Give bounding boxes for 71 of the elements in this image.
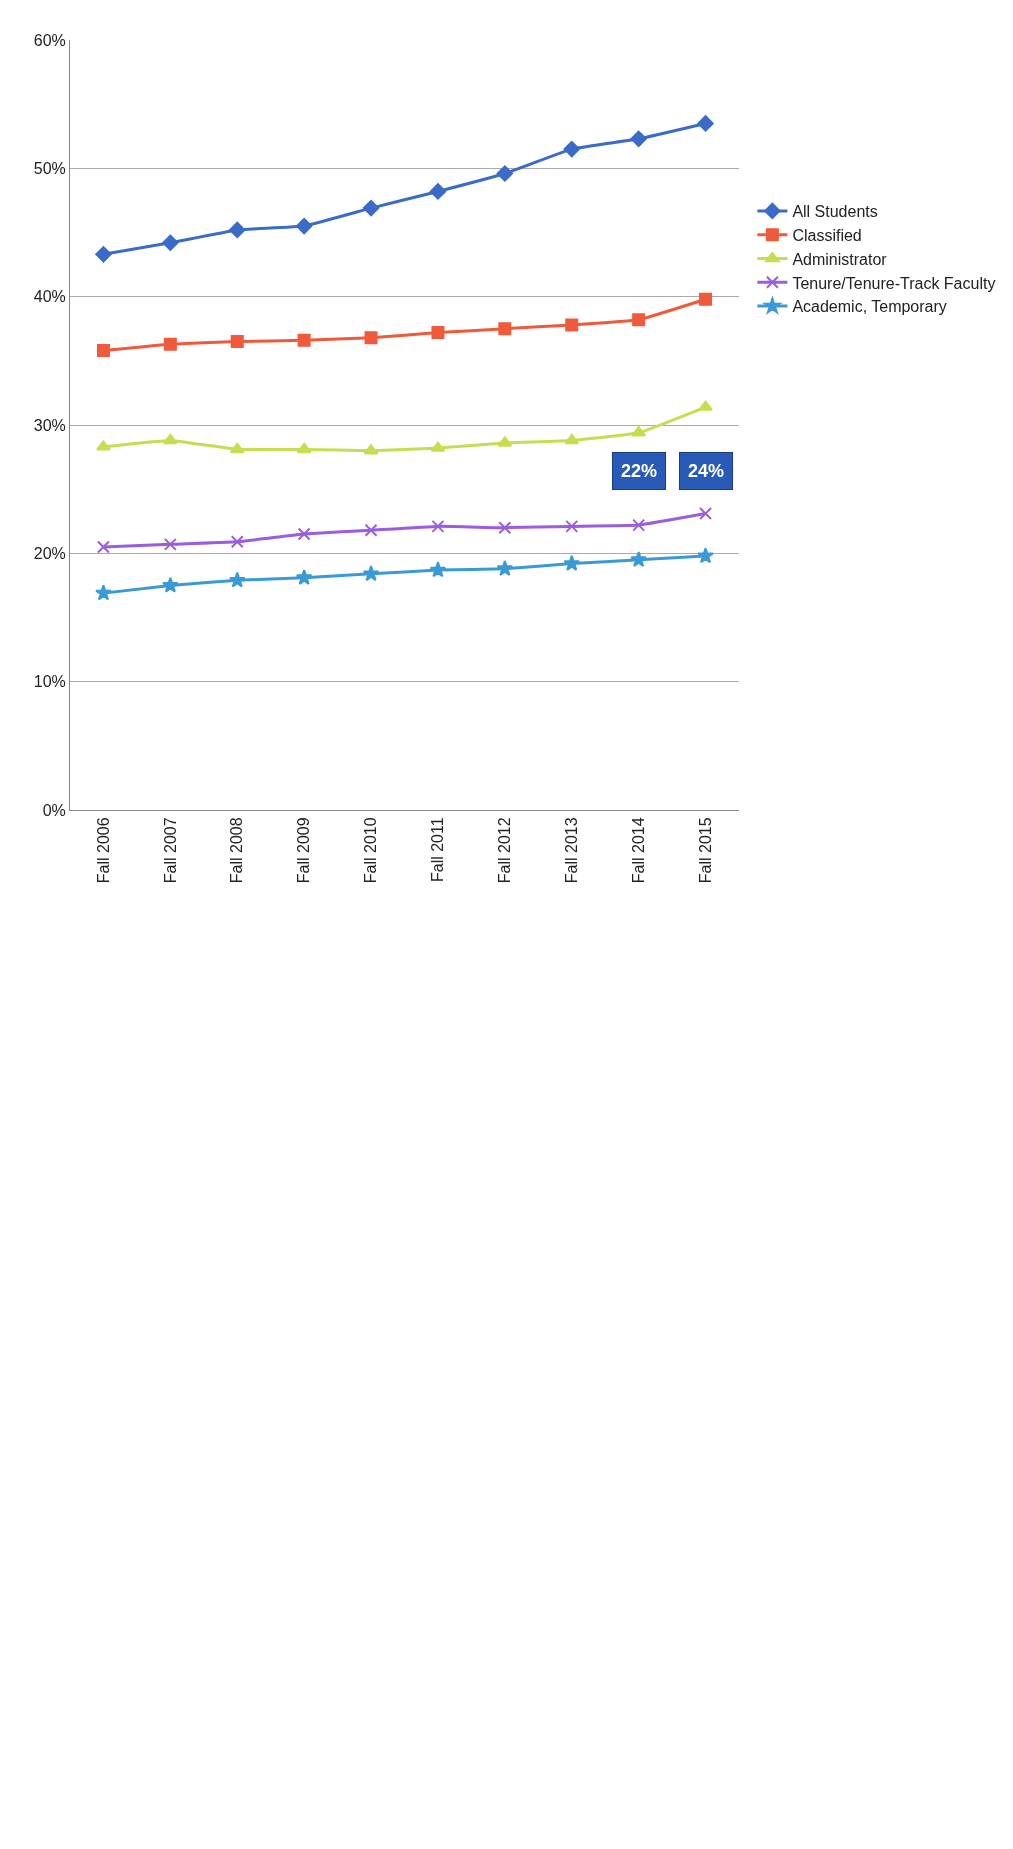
point [95, 584, 112, 601]
point [163, 337, 177, 351]
point [295, 569, 313, 585]
y-tick-label: 60% [33, 31, 66, 49]
x-tick-label: Fall 2006 [94, 817, 112, 884]
point [364, 523, 378, 537]
point [697, 115, 714, 132]
point [563, 140, 580, 158]
y-tick-label: 0% [42, 801, 66, 819]
x-tick-label: Fall 2015 [696, 817, 714, 884]
point [229, 221, 246, 239]
point [96, 540, 110, 554]
point [95, 246, 112, 263]
point [364, 331, 378, 345]
point [431, 519, 445, 533]
point [296, 217, 313, 235]
point [699, 507, 713, 521]
x-tick-label: Fall 2008 [228, 817, 246, 884]
point [429, 183, 447, 200]
point [631, 426, 646, 437]
point [362, 565, 380, 582]
y-tick-label: 20% [33, 544, 66, 562]
point [96, 344, 110, 358]
point [565, 318, 579, 332]
legend-label: Administrator [792, 250, 888, 268]
point [429, 561, 447, 578]
point [498, 322, 512, 336]
point [297, 527, 311, 541]
point [96, 440, 111, 451]
y-tick-label: 30% [33, 416, 66, 434]
point [163, 433, 178, 445]
point [632, 313, 646, 327]
x-tick-label: Fall 2012 [496, 817, 514, 884]
legend-label: All Students [792, 203, 878, 221]
point [431, 326, 445, 340]
legend-label: Academic, Temporary [792, 298, 947, 316]
annotation: 24% [688, 461, 725, 481]
point [564, 433, 580, 445]
point [563, 554, 581, 571]
point [162, 234, 179, 251]
point [230, 335, 244, 349]
point [229, 442, 245, 454]
point [498, 521, 512, 535]
y-tick-label: 50% [33, 159, 66, 177]
x-tick-label: Fall 2007 [161, 817, 179, 884]
point [162, 576, 179, 593]
x-tick-label: Fall 2013 [562, 817, 580, 884]
legend-label: Tenure/Tenure-Track Faculty [792, 274, 996, 292]
point [496, 560, 514, 576]
x-tick-label: Fall 2009 [295, 817, 313, 884]
point [163, 537, 177, 551]
x-tick-label: Fall 2014 [629, 817, 647, 884]
y-tick-label: 40% [33, 288, 66, 306]
point [362, 199, 380, 217]
point [632, 518, 646, 532]
point [496, 165, 513, 182]
point [296, 442, 312, 454]
point [565, 519, 579, 533]
legend-label: Classified [792, 226, 862, 244]
point [230, 535, 244, 549]
point [699, 292, 713, 306]
x-tick-label: Fall 2010 [362, 817, 380, 884]
point [630, 551, 647, 567]
point [697, 547, 714, 564]
x-tick-label: Fall 2011 [429, 817, 447, 883]
point [228, 571, 246, 588]
annotation: 22% [621, 461, 658, 481]
point [297, 333, 311, 347]
y-tick-label: 10% [33, 673, 66, 691]
point [698, 400, 713, 411]
point [630, 130, 647, 147]
